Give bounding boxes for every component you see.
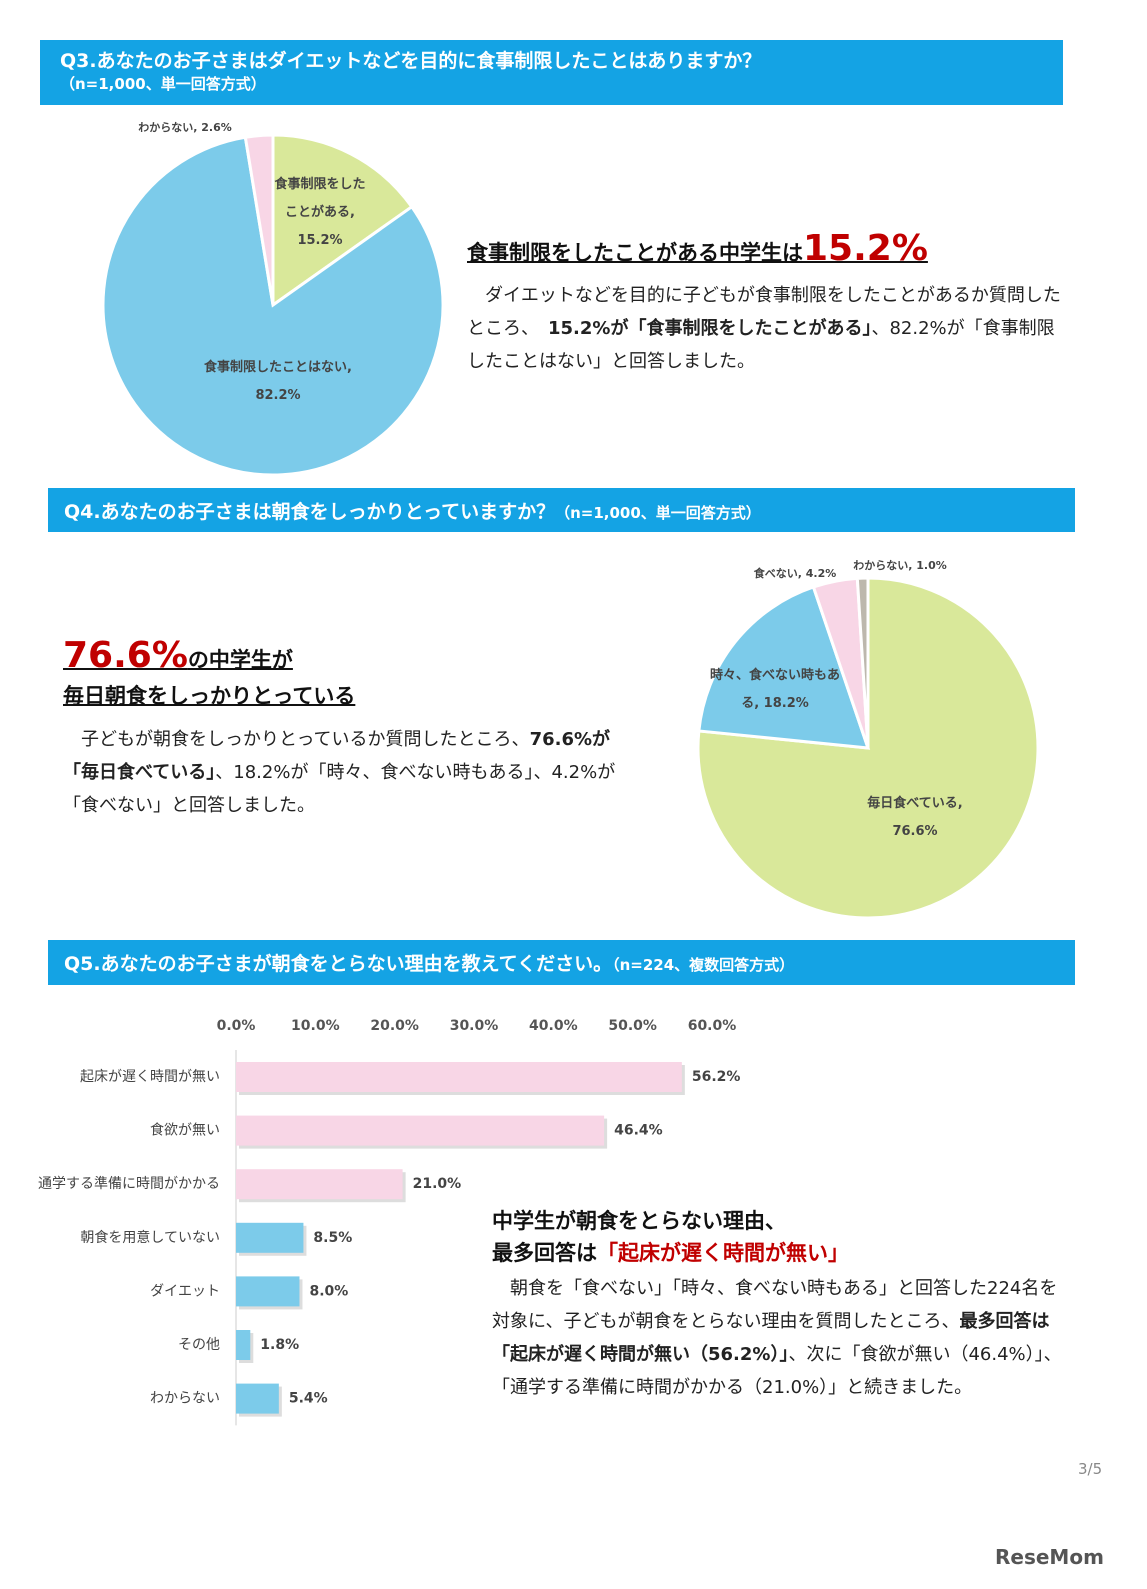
slice-label: わからない, 1.0% — [853, 559, 947, 572]
section-header: Q5.あなたのお子さまが朝食をとらない理由を教えてください。（n=224、複数回… — [48, 940, 1075, 985]
text: 子どもが朝食をしっかりとっているか質問したところ、 — [63, 729, 530, 750]
pie-slice — [855, 576, 870, 749]
value-label: 8.5% — [313, 1230, 352, 1246]
category-label: わからない — [150, 1391, 220, 1407]
section-note: （n=224、複数回答方式） — [612, 956, 795, 974]
heading-text: 中学生が朝食をとらない理由、 — [492, 1209, 786, 1233]
x-tick-label: 20.0% — [370, 1018, 419, 1034]
heading-text: の中学生が — [187, 648, 293, 672]
text: 、次に「食欲が無い（46.4%）」、「通学する準備に時間がかかる（21.0%）」… — [492, 1344, 1062, 1398]
section-title: Q4.あなたのお子さまは朝食をしっかりとっていますか？ — [64, 501, 556, 523]
slice-label: 時々、食べない時もある, 18.2% — [710, 668, 841, 711]
slice-label: 食事制限したことはない, 82.2% — [204, 360, 352, 403]
value-label: 5.4% — [289, 1391, 328, 1407]
pie-slice — [271, 133, 414, 308]
section-note: （n=1,000、単一回答方式） — [555, 504, 761, 522]
x-tick-label: 10.0% — [291, 1018, 340, 1034]
category-label: 食欲が無い — [150, 1122, 220, 1139]
paragraph: ダイエットなどを目的に子どもが食事制限をしたことがあるか質問したところ、 15.… — [467, 279, 1067, 378]
section-note: （n=1,000、単一回答方式） — [60, 75, 266, 93]
pie-slice — [243, 133, 275, 306]
value-label: 21.0% — [413, 1176, 462, 1192]
category-label: 起床が遅く時間が無い — [80, 1069, 220, 1085]
category-label: 通学する準備に時間がかかる — [38, 1176, 220, 1192]
bar — [236, 1330, 251, 1360]
text: 朝食を「食べない」「時々、食べない時もある」と回答した224名を対象に、子どもが… — [492, 1278, 1058, 1332]
bold-text: 76.6%が「毎日食べている」 — [63, 729, 611, 783]
heading: 76.6%の中学生が 毎日朝食をしっかりとっている — [63, 638, 355, 714]
text: 、82.2%が「食事制限したことはない」と回答しました。 — [467, 318, 1055, 372]
bar — [236, 1222, 304, 1253]
heading: 食事制限をしたことがある中学生は15.2% — [467, 228, 928, 269]
heading-highlight: 76.6% — [63, 635, 188, 676]
bar — [236, 1169, 403, 1200]
category-label: その他 — [178, 1337, 220, 1353]
bold-text: 15.2%が「食事制限をしたことがある」 — [548, 318, 872, 339]
bar — [236, 1383, 279, 1414]
bar — [236, 1276, 300, 1307]
slice-label: 食べない, 4.2% — [753, 567, 837, 580]
bar — [236, 1062, 682, 1092]
bold-text: 最多回答は「起床が遅く時間が無い（56.2%）」 — [492, 1311, 1050, 1365]
paragraph: 朝食を「食べない」「時々、食べない時もある」と回答した224名を対象に、子どもが… — [492, 1272, 1072, 1404]
heading-highlight: 「起床が遅く時間が無い」 — [597, 1241, 849, 1265]
heading: 中学生が朝食をとらない理由、 最多回答は「起床が遅く時間が無い」 — [492, 1205, 849, 1269]
section-header: Q4.あなたのお子さまは朝食をしっかりとっていますか？（n=1,000、単一回答… — [48, 488, 1075, 532]
value-label: 56.2% — [692, 1069, 741, 1085]
text: 、18.2%が「時々、食べない時もある」、4.2%が「食べない」と回答しました。 — [63, 762, 616, 816]
heading-text: 毎日朝食をしっかりとっている — [63, 684, 356, 708]
x-tick-label: 40.0% — [529, 1018, 578, 1034]
slice-label: 食事制限をしたことがある, 15.2% — [274, 177, 366, 248]
pie-slice — [101, 135, 445, 477]
x-tick-label: 60.0% — [688, 1018, 737, 1034]
paragraph: 子どもが朝食をしっかりとっているか質問したところ、76.6%が「毎日食べている」… — [63, 723, 623, 822]
heading-text: 最多回答は — [492, 1241, 597, 1265]
x-tick-label: 30.0% — [450, 1018, 499, 1034]
heading-text: 食事制限をしたことがある中学生は — [467, 241, 803, 265]
value-label: 46.4% — [614, 1123, 663, 1139]
category-label: ダイエット — [150, 1283, 220, 1299]
section-title: Q3.あなたのお子さまはダイエットなどを目的に食事制限したことはありますか？ — [60, 50, 762, 72]
section-header: Q3.あなたのお子さまはダイエットなどを目的に食事制限したことはありますか？ （… — [40, 40, 1063, 105]
page-number: 3/5 — [1078, 1460, 1103, 1478]
x-tick-label: 50.0% — [608, 1018, 657, 1034]
value-label: 1.8% — [260, 1337, 299, 1353]
value-label: 8.0% — [309, 1283, 348, 1299]
section-title: Q5.あなたのお子さまが朝食をとらない理由を教えてください。 — [64, 953, 613, 975]
x-tick-label: 0.0% — [217, 1018, 256, 1034]
logo: ReseMom — [995, 1545, 1104, 1569]
text: ダイエットなどを目的に子どもが食事制限をしたことがあるか質問したところ、 — [467, 285, 1061, 339]
slice-label: わからない, 2.6% — [138, 121, 232, 134]
bar — [236, 1115, 605, 1146]
slice-label: 毎日食べている, 76.6% — [867, 796, 963, 839]
heading-highlight: 15.2% — [803, 228, 928, 269]
category-label: 朝食を用意していない — [80, 1229, 220, 1246]
